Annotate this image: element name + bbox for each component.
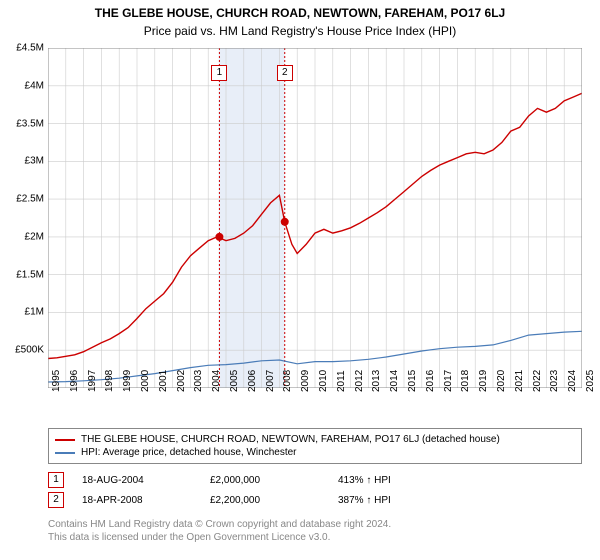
legend-item: THE GLEBE HOUSE, CHURCH ROAD, NEWTOWN, F… — [55, 433, 575, 446]
chart-area: £500K£1M£1.5M£2M£2.5M£3M£3.5M£4M£4.5M 19… — [48, 48, 582, 388]
x-tick-label: 2002 — [176, 370, 180, 392]
x-tick-label: 2008 — [282, 370, 286, 392]
x-tick-label: 1997 — [87, 370, 91, 392]
legend: THE GLEBE HOUSE, CHURCH ROAD, NEWTOWN, F… — [48, 428, 582, 464]
legend-item: HPI: Average price, detached house, Winc… — [55, 446, 575, 459]
chart-subtitle: Price paid vs. HM Land Registry's House … — [0, 24, 600, 38]
legend-label: HPI: Average price, detached house, Winc… — [81, 447, 297, 458]
y-tick-label: £3.5M — [4, 118, 44, 129]
event-marker-box: 1 — [211, 65, 227, 81]
x-tick-label: 2014 — [389, 370, 393, 392]
sale-hpi: 387% ↑ HPI — [338, 495, 458, 506]
x-tick-label: 1995 — [51, 370, 55, 392]
x-tick-label: 2003 — [193, 370, 197, 392]
legend-swatch — [55, 452, 75, 454]
x-tick-label: 2006 — [247, 370, 251, 392]
sale-hpi: 413% ↑ HPI — [338, 475, 458, 486]
footer-line: This data is licensed under the Open Gov… — [48, 531, 582, 544]
y-tick-label: £1M — [4, 307, 44, 318]
x-tick-label: 2012 — [354, 370, 358, 392]
sale-row: 1 18-AUG-2004 £2,000,000 413% ↑ HPI — [48, 470, 582, 490]
y-tick-label: £4M — [4, 80, 44, 91]
x-tick-label: 1998 — [104, 370, 108, 392]
title-block: THE GLEBE HOUSE, CHURCH ROAD, NEWTOWN, F… — [0, 0, 600, 38]
x-tick-label: 2009 — [300, 370, 304, 392]
y-tick-label: £500K — [4, 345, 44, 356]
x-tick-label: 2022 — [532, 370, 536, 392]
x-tick-label: 2024 — [567, 370, 571, 392]
line-chart-svg — [48, 48, 582, 388]
x-tick-label: 2018 — [460, 370, 464, 392]
x-tick-label: 2007 — [265, 370, 269, 392]
x-tick-label: 2004 — [211, 370, 215, 392]
y-tick-label: £3M — [4, 156, 44, 167]
x-tick-label: 2019 — [478, 370, 482, 392]
x-tick-label: 2023 — [549, 370, 553, 392]
sale-price: £2,000,000 — [210, 475, 320, 486]
legend-label: THE GLEBE HOUSE, CHURCH ROAD, NEWTOWN, F… — [81, 434, 500, 445]
x-tick-label: 2011 — [336, 370, 340, 392]
sale-marker-icon: 1 — [48, 472, 64, 488]
chart-container: THE GLEBE HOUSE, CHURCH ROAD, NEWTOWN, F… — [0, 0, 600, 560]
x-tick-label: 2001 — [158, 370, 162, 392]
sale-date: 18-APR-2008 — [82, 495, 192, 506]
legend-swatch — [55, 439, 75, 441]
x-tick-label: 2010 — [318, 370, 322, 392]
footer-attribution: Contains HM Land Registry data © Crown c… — [48, 518, 582, 544]
event-marker-box: 2 — [277, 65, 293, 81]
sale-date: 18-AUG-2004 — [82, 475, 192, 486]
sales-table: 1 18-AUG-2004 £2,000,000 413% ↑ HPI 2 18… — [48, 470, 582, 510]
sale-marker-icon: 2 — [48, 492, 64, 508]
y-tick-label: £2.5M — [4, 194, 44, 205]
sale-price: £2,200,000 — [210, 495, 320, 506]
x-tick-label: 2025 — [585, 370, 589, 392]
x-tick-label: 2017 — [443, 370, 447, 392]
x-tick-label: 2021 — [514, 370, 518, 392]
y-tick-label: £1.5M — [4, 269, 44, 280]
x-tick-label: 2005 — [229, 370, 233, 392]
x-tick-label: 2000 — [140, 370, 144, 392]
sale-row: 2 18-APR-2008 £2,200,000 387% ↑ HPI — [48, 490, 582, 510]
chart-title: THE GLEBE HOUSE, CHURCH ROAD, NEWTOWN, F… — [0, 6, 600, 20]
x-tick-label: 1996 — [69, 370, 73, 392]
y-tick-label: £2M — [4, 231, 44, 242]
x-tick-label: 2013 — [371, 370, 375, 392]
x-tick-label: 1999 — [122, 370, 126, 392]
x-tick-label: 2020 — [496, 370, 500, 392]
y-tick-label: £4.5M — [4, 43, 44, 54]
x-tick-label: 2015 — [407, 370, 411, 392]
footer-line: Contains HM Land Registry data © Crown c… — [48, 518, 582, 531]
x-tick-label: 2016 — [425, 370, 429, 392]
